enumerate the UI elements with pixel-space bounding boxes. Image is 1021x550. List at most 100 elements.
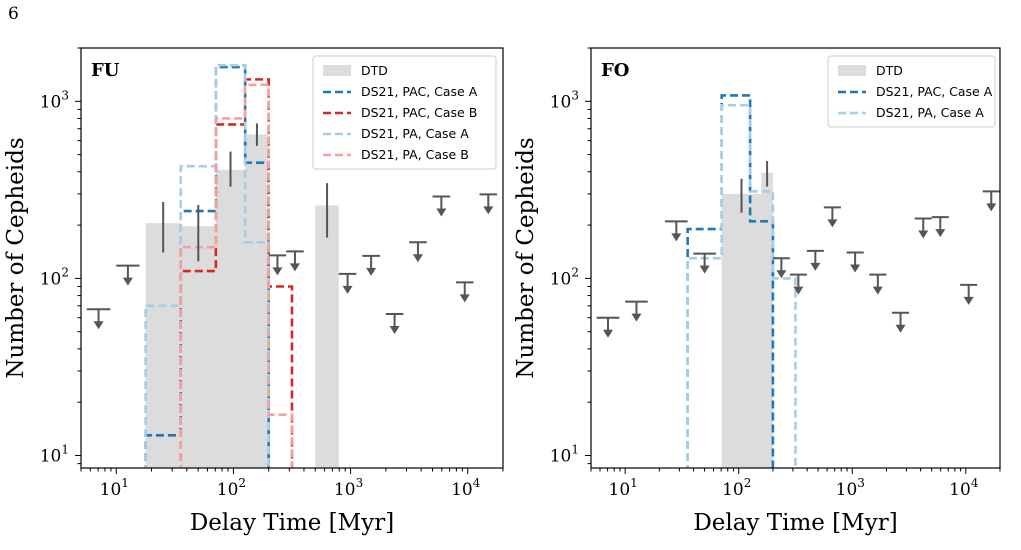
x-axis-label: Delay Time [Myr]: [190, 510, 394, 536]
y-tick-label: 101: [40, 443, 69, 467]
upper-limit-marker: [268, 254, 287, 276]
upper-limit-marker: [693, 252, 716, 274]
y-tick-label: 103: [550, 88, 579, 112]
upper-limit-marker: [914, 217, 932, 239]
legend-label: DS21, PA, Case A: [361, 126, 469, 141]
legend-label: DTD: [876, 63, 903, 78]
upper-limit-marker: [664, 220, 688, 242]
model-histogram-line: [686, 94, 775, 468]
down-arrow-icon: [810, 262, 821, 271]
down-arrow-icon: [459, 294, 470, 303]
y-tick-label: 101: [550, 443, 579, 467]
upper-limit-marker: [432, 195, 451, 217]
down-arrow-icon: [776, 270, 787, 279]
model-histogram-line: [144, 63, 270, 468]
x-tick-label: 103: [836, 476, 865, 500]
upper-limit-marker: [362, 254, 380, 276]
down-arrow-icon: [483, 206, 494, 215]
upper-limit-marker: [789, 273, 807, 295]
down-arrow-icon: [986, 203, 997, 212]
upper-limit-marker: [869, 273, 887, 295]
upper-limit-marker: [846, 251, 864, 273]
page-number: 6: [8, 4, 19, 24]
dtd-bar: [145, 223, 181, 468]
legend-box: [312, 55, 497, 170]
panel-title: FO: [601, 60, 629, 81]
x-tick-label: 101: [100, 476, 129, 500]
axes-frame: [590, 47, 1001, 469]
upper-limit-marker: [338, 272, 357, 294]
down-arrow-icon: [918, 230, 929, 239]
upper-limit-marker: [892, 311, 910, 333]
y-tick-label: 102: [40, 265, 69, 289]
plot-area: [86, 63, 498, 468]
down-arrow-icon: [436, 208, 447, 217]
dtd-bar: [245, 134, 269, 468]
y-axis-label: Number of Cepheids: [513, 137, 539, 378]
down-arrow-icon: [935, 229, 946, 238]
upper-limit-marker: [982, 190, 1000, 212]
x-tick-label: 104: [451, 476, 481, 500]
upper-limit-marker: [286, 250, 304, 272]
down-arrow-icon: [850, 264, 861, 273]
model-histogram-line: [144, 65, 270, 468]
legend-swatch-dtd: [323, 65, 351, 76]
dtd-bar: [215, 169, 246, 468]
down-arrow-icon: [122, 277, 133, 286]
down-arrow-icon: [603, 329, 614, 338]
x-tick-label: 101: [609, 476, 638, 500]
legend-swatch-dtd: [838, 65, 866, 76]
y-axis-label: Number of Cepheids: [3, 137, 29, 378]
legend: DTD DS21, PAC, Case A DS21, PA, Case A: [827, 55, 996, 128]
down-arrow-icon: [827, 219, 838, 228]
down-arrow-icon: [366, 267, 377, 276]
upper-limit-marker: [455, 281, 474, 303]
down-arrow-icon: [631, 313, 642, 322]
down-arrow-icon: [793, 286, 804, 295]
upper-limit-marker: [116, 264, 140, 286]
dtd-bar: [761, 172, 773, 468]
upper-limit-marker: [479, 193, 498, 215]
chart-panel-fo: 101 102 103 104 101 102 103 Delay Time [Myr] Num…: [513, 47, 1001, 536]
plot-area: [596, 94, 1000, 468]
x-tick-label: 104: [949, 476, 979, 500]
x-tick-label: 102: [722, 476, 751, 500]
down-arrow-icon: [93, 321, 104, 330]
upper-limit-marker: [806, 249, 824, 271]
down-arrow-icon: [342, 285, 353, 294]
x-tick-label: 102: [217, 476, 246, 500]
upper-limit-marker: [823, 206, 841, 228]
dtd-bar: [721, 193, 762, 468]
dtd-bar: [315, 205, 339, 468]
upper-limit-marker: [409, 241, 427, 263]
down-arrow-icon: [872, 286, 883, 295]
dtd-bar: [180, 226, 216, 468]
down-arrow-icon: [289, 263, 300, 272]
upper-limit-marker: [960, 283, 978, 305]
down-arrow-icon: [272, 267, 283, 276]
axes-frame: [80, 47, 504, 469]
y-tick-label: 103: [40, 88, 69, 112]
legend-label: DS21, PAC, Case A: [361, 84, 478, 99]
upper-limit-marker: [86, 308, 111, 330]
legend-label: DS21, PA, Case B: [361, 147, 469, 162]
down-arrow-icon: [963, 296, 974, 305]
upper-limit-marker: [772, 257, 790, 279]
down-arrow-icon: [412, 254, 423, 263]
legend-label: DS21, PA, Case A: [876, 105, 984, 120]
legend-label: DTD: [361, 63, 388, 78]
down-arrow-icon: [671, 233, 682, 242]
chart-panel-fu: 101 102 103 104 101 102 103 Delay Time [Myr] Num…: [3, 47, 504, 536]
panel-title: FU: [91, 60, 120, 81]
upper-limit-marker: [625, 300, 648, 322]
down-arrow-icon: [895, 324, 906, 333]
down-arrow-icon: [389, 325, 400, 334]
x-tick-label: 103: [334, 476, 363, 500]
upper-limit-marker: [385, 312, 404, 334]
legend-box: [827, 55, 996, 128]
upper-limit-marker: [596, 316, 620, 338]
down-arrow-icon: [699, 265, 710, 274]
legend-label: DS21, PAC, Case B: [361, 105, 477, 120]
legend-label: DS21, PAC, Case A: [876, 84, 993, 99]
